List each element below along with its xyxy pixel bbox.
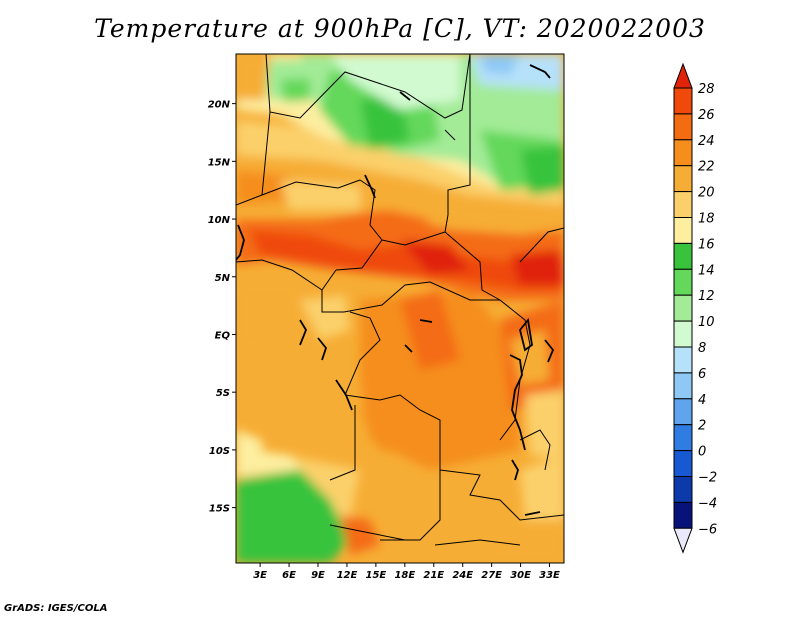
colorbar-label: 14 (698, 263, 715, 278)
colorbar-swatch (673, 320, 693, 348)
colorbar-label: 18 (698, 212, 715, 227)
colorbar-swatch (673, 87, 693, 115)
colorbar-label: 16 (698, 237, 715, 252)
country-borders (236, 54, 564, 546)
colorbar-bottom-arrow (673, 527, 693, 554)
colorbar-swatch (673, 346, 693, 374)
colorbar-swatch (673, 165, 693, 193)
colorbar-label: 26 (698, 108, 715, 123)
lon-tick-label: 3E (253, 570, 267, 581)
colorbar-swatch (673, 372, 693, 400)
lat-tick-label: 5N (215, 273, 231, 284)
colorbar-swatch (673, 450, 693, 478)
colorbar-label: 22 (698, 160, 715, 175)
lon-tick-label: 15E (366, 570, 387, 581)
lat-tick-label: 15N (208, 157, 231, 168)
map-title: Temperature at 900hPa [C], VT: 202002200… (94, 14, 706, 43)
longitude-ticks: 3E 6E 9E 12E 15E 18E 21E 24E 27E 30E 33E (253, 563, 560, 581)
colorbar-swatch (673, 113, 693, 141)
colorbar-swatch (673, 501, 693, 529)
colorbar-swatch (673, 424, 693, 452)
colorbar-swatch (673, 398, 693, 426)
coastlines (236, 64, 555, 516)
lat-tick-label: 10S (209, 446, 230, 457)
colorbar-label: 8 (698, 341, 706, 356)
colorbar-swatch (673, 139, 693, 167)
lat-tick-label: EQ (215, 330, 231, 341)
lon-tick-label: 21E (423, 570, 444, 581)
lon-tick-label: 27E (481, 570, 502, 581)
colorbar-label: −6 (698, 522, 717, 537)
latitude-ticks: 20N 15N 10N 5N EQ 5S 10S 15S (208, 100, 236, 515)
lon-tick-label: 9E (311, 570, 325, 581)
lon-tick-label: 12E (337, 570, 358, 581)
colorbar-label: 6 (698, 367, 706, 382)
lat-tick-label: 10N (208, 215, 231, 226)
colorbar-swatch (673, 294, 693, 322)
lon-tick-label: 33E (539, 570, 560, 581)
colorbar-swatch (673, 242, 693, 270)
lon-tick-label: 30E (510, 570, 531, 581)
colorbar-label: 10 (698, 315, 715, 330)
lon-tick-label: 18E (394, 570, 415, 581)
colorbar-label: 0 (698, 445, 706, 460)
colorbar-label: 4 (698, 393, 706, 408)
grads-credit: GrADS: IGES/COLA (4, 603, 108, 614)
colorbar-label: −4 (698, 496, 717, 511)
colorbar-swatch (673, 217, 693, 244)
lat-tick-label: 20N (208, 100, 231, 111)
colorbar-label: 20 (698, 186, 715, 201)
colorbar-label: 28 (698, 82, 715, 97)
lat-tick-label: 5S (216, 388, 230, 399)
colorbar-swatch (673, 268, 693, 296)
colorbar-label: 2 (698, 419, 706, 434)
colorbar-swatch (673, 191, 693, 219)
lon-tick-label: 24E (452, 570, 473, 581)
colorbar-label: −2 (698, 471, 717, 486)
map-frame (235, 53, 565, 564)
colorbar-label: 24 (698, 134, 715, 149)
colorbar-label: 12 (698, 289, 715, 304)
temperature-field (236, 54, 564, 563)
colorbar-swatch (673, 476, 693, 503)
lat-tick-label: 15S (209, 504, 230, 515)
lon-tick-label: 6E (282, 570, 296, 581)
colorbar-top-arrow (673, 62, 693, 89)
